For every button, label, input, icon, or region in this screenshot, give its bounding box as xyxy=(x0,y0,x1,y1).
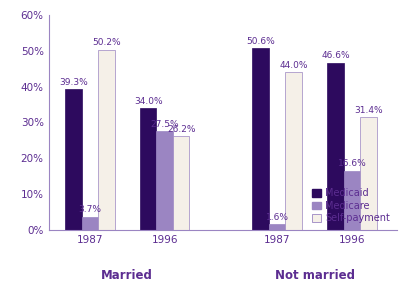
Text: 16.6%: 16.6% xyxy=(338,159,367,168)
Text: Married: Married xyxy=(101,269,153,282)
Bar xyxy=(327,63,344,230)
Legend: Medicaid, Medicare, Self-payment: Medicaid, Medicare, Self-payment xyxy=(310,186,392,225)
Text: 3.7%: 3.7% xyxy=(78,205,101,214)
Text: Not married: Not married xyxy=(275,269,354,282)
Bar xyxy=(140,108,156,230)
Text: 46.6%: 46.6% xyxy=(321,51,350,60)
Bar xyxy=(269,224,285,230)
Bar xyxy=(285,72,302,230)
Bar xyxy=(98,50,115,230)
Text: 26.2%: 26.2% xyxy=(167,124,196,134)
Text: 39.3%: 39.3% xyxy=(59,78,88,86)
Bar xyxy=(344,171,360,230)
Bar xyxy=(173,136,190,230)
Bar xyxy=(65,89,81,230)
Bar xyxy=(252,48,269,230)
Text: 1.6%: 1.6% xyxy=(266,213,288,222)
Text: 34.0%: 34.0% xyxy=(134,96,162,106)
Text: 50.6%: 50.6% xyxy=(246,37,275,46)
Bar xyxy=(360,117,377,230)
Text: 44.0%: 44.0% xyxy=(279,61,308,70)
Bar xyxy=(81,217,98,230)
Bar xyxy=(156,131,173,230)
Text: 50.2%: 50.2% xyxy=(92,38,121,47)
Text: 27.5%: 27.5% xyxy=(150,120,179,129)
Text: 31.4%: 31.4% xyxy=(354,106,383,115)
